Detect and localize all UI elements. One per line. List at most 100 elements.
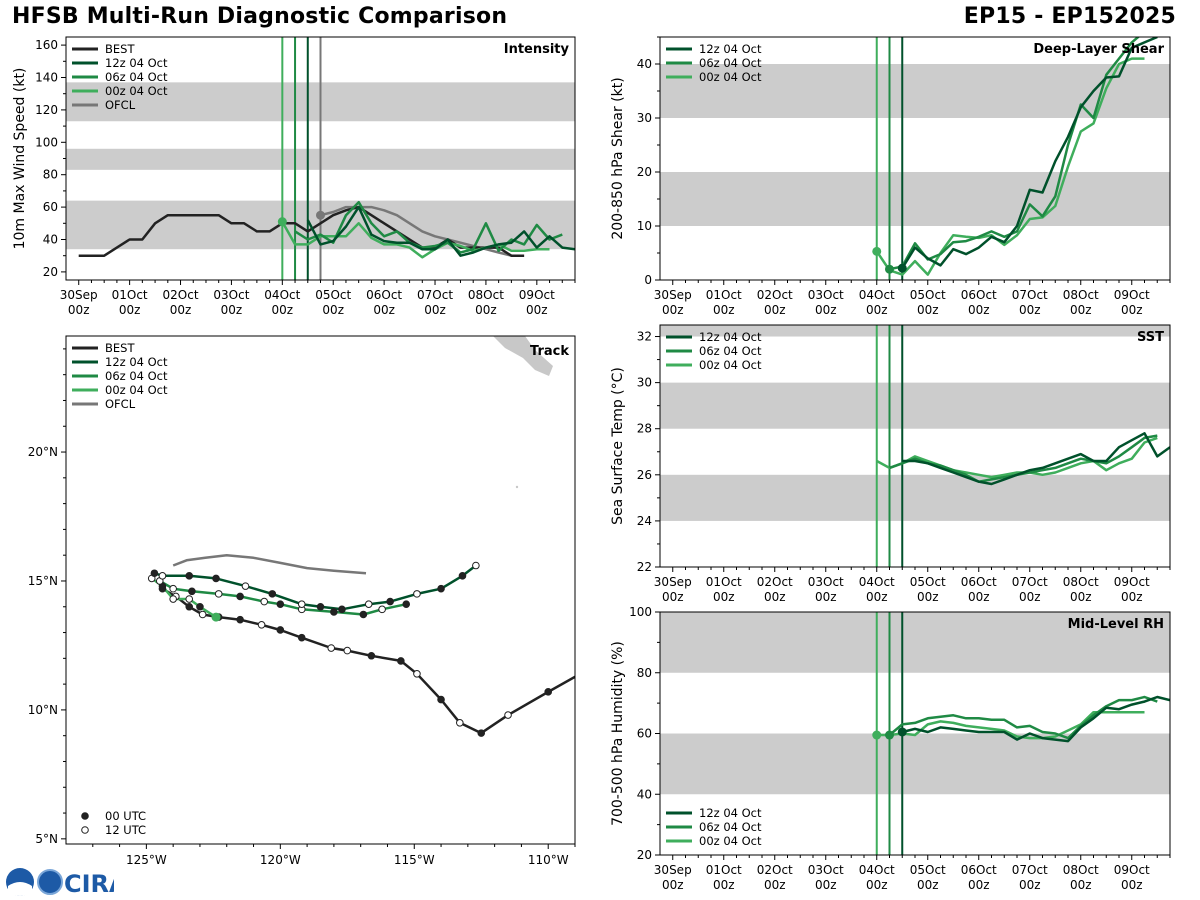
intensity-x-tick-label: 00z — [322, 303, 344, 317]
rh-legend-label: 12z 04 Oct — [699, 806, 762, 820]
track-point-best — [276, 626, 285, 634]
intensity-x-tick-label: 01Oct — [112, 288, 148, 302]
track-point-run00z — [185, 595, 194, 603]
shear-y-tick-label: 20 — [637, 165, 652, 179]
track-x-tick-label: 120°W — [260, 853, 301, 867]
rh-y-tick-label: 100 — [629, 605, 652, 619]
rh-x-tick-label: 00z — [968, 878, 990, 892]
rh-y-tick-label: 20 — [637, 848, 652, 862]
track-y-tick-label: 15°N — [28, 574, 58, 588]
intensity-marker-ofcl — [316, 210, 325, 220]
track-end-marker-run00z — [211, 612, 221, 622]
sst-x-tick-label: 30Sep — [654, 575, 692, 589]
track-legend-label: OFCL — [105, 397, 136, 411]
track-y-tick-label: 20°N — [28, 445, 58, 459]
intensity-marker-run00z — [277, 217, 287, 227]
sst-y-tick-label: 24 — [637, 514, 652, 528]
sst-x-tick-label: 00z — [764, 590, 786, 604]
track-point-best — [343, 646, 352, 655]
shear-x-tick-label: 00z — [968, 303, 990, 317]
rh-x-tick-label: 01Oct — [706, 863, 742, 877]
land-island — [515, 485, 519, 489]
sst-panel-title: SST — [1137, 330, 1164, 345]
track-point-run12z — [297, 600, 306, 608]
rh-series-run06z — [888, 695, 1158, 740]
sst-y-tick-label: 26 — [637, 468, 652, 482]
shear-plot-area — [660, 37, 1170, 280]
track-marker-legend-symbol — [81, 826, 89, 834]
intensity-series-run00z — [281, 221, 550, 259]
rh-marker-run00z — [872, 730, 882, 740]
track-point-best — [397, 657, 405, 665]
panel-shear: 30Sep00z01Oct00z02Oct00z03Oct00z04Oct00z… — [610, 36, 1171, 317]
rh-x-tick-label: 00z — [1121, 878, 1143, 892]
intensity-x-tick-label: 00z — [475, 303, 497, 317]
shear-x-tick-label: 00z — [815, 303, 837, 317]
storm-id-title: EP15 - EP152025 — [963, 4, 1176, 29]
rh-legend-label: 00z 04 Oct — [699, 834, 762, 848]
panel-track: 125°W 120°W 115°W 110°W 5°N 10°N 15°N 20°N Track… — [28, 335, 576, 867]
track-point-best — [437, 695, 445, 704]
sst-x-tick-label: 00z — [815, 590, 837, 604]
shear-x-tick-label: 05Oct — [910, 288, 946, 302]
shear-series-run06z — [889, 37, 1141, 271]
rh-x-tick-label: 08Oct — [1063, 863, 1099, 877]
sst-x-tick-label: 02Oct — [757, 575, 793, 589]
intensity-y-tick-label: 20 — [43, 265, 58, 279]
shear-x-tick-label: 00z — [1121, 303, 1143, 317]
shear-x-tick-label: 06Oct — [961, 288, 997, 302]
sst-x-tick-label: 09Oct — [1114, 575, 1150, 589]
rh-y-tick-label: 80 — [637, 666, 652, 680]
shear-x-tick-label: 30Sep — [654, 288, 692, 302]
sst-series-run06z — [889, 434, 1158, 483]
intensity-x-tick-label: 02Oct — [163, 288, 199, 302]
sst-x-tick-label: 07Oct — [1012, 575, 1048, 589]
track-point-run12z — [185, 572, 194, 580]
land-baja — [493, 336, 553, 376]
track-marker-legend-label: 00 UTC — [105, 809, 146, 823]
intensity-x-tick-label: 03Oct — [213, 288, 249, 302]
shear-x-tick-label: 01Oct — [706, 288, 742, 302]
intensity-legend-label: 06z 04 Oct — [105, 70, 168, 84]
rh-band-0 — [660, 733, 1170, 795]
sst-band-0 — [660, 474, 1170, 521]
rh-x-tick-label: 00z — [713, 878, 735, 892]
track-point-best — [327, 644, 336, 652]
track-point-best — [504, 711, 512, 719]
intensity-x-tick-label: 00z — [373, 303, 395, 317]
sst-x-tick-label: 05Oct — [910, 575, 946, 589]
track-point-run06z — [359, 610, 368, 619]
shear-marker-run06z — [885, 264, 894, 274]
sst-x-tick-label: 00z — [1019, 590, 1041, 604]
track-plot-area — [147, 336, 575, 737]
track-point-best — [185, 602, 194, 611]
shear-legend-label: 00z 04 Oct — [699, 70, 762, 84]
cira-logo: CIRA — [6, 868, 114, 898]
shear-legend-label: 06z 04 Oct — [699, 56, 762, 70]
intensity-panel-title: Intensity — [504, 42, 570, 57]
intensity-x-tick-label: 00z — [221, 303, 243, 317]
intensity-x-tick-label: 00z — [424, 303, 446, 317]
track-point-run12z — [241, 582, 250, 590]
track-point-run12z — [268, 590, 277, 598]
track-series-best — [161, 587, 575, 735]
intensity-x-tick-label: 07Oct — [417, 288, 453, 302]
intensity-legend-label: BEST — [105, 42, 135, 56]
logo-text: CIRA — [64, 870, 114, 898]
rh-series-run12z — [902, 695, 1170, 743]
panel-sst: 30Sep00z01Oct00z02Oct00z03Oct00z04Oct00z… — [610, 324, 1171, 604]
rh-marker-run06z — [885, 730, 894, 740]
panel-intensity: 30Sep00z01Oct00z02Oct00z03Oct00z04Oct00z… — [12, 36, 576, 317]
rh-x-tick-label: 00z — [1070, 878, 1092, 892]
track-point-run00z — [169, 595, 177, 603]
sst-y-tick-label: 32 — [637, 330, 652, 344]
sst-x-tick-label: 03Oct — [808, 575, 844, 589]
intensity-legend-label: 00z 04 Oct — [105, 84, 168, 98]
track-point-run12z — [437, 584, 445, 593]
sst-x-tick-label: 00z — [1121, 590, 1143, 604]
track-point-run06z — [378, 605, 386, 614]
sst-x-tick-label: 06Oct — [961, 575, 997, 589]
sst-x-tick-label: 00z — [866, 590, 888, 604]
track-point-best — [456, 719, 464, 727]
